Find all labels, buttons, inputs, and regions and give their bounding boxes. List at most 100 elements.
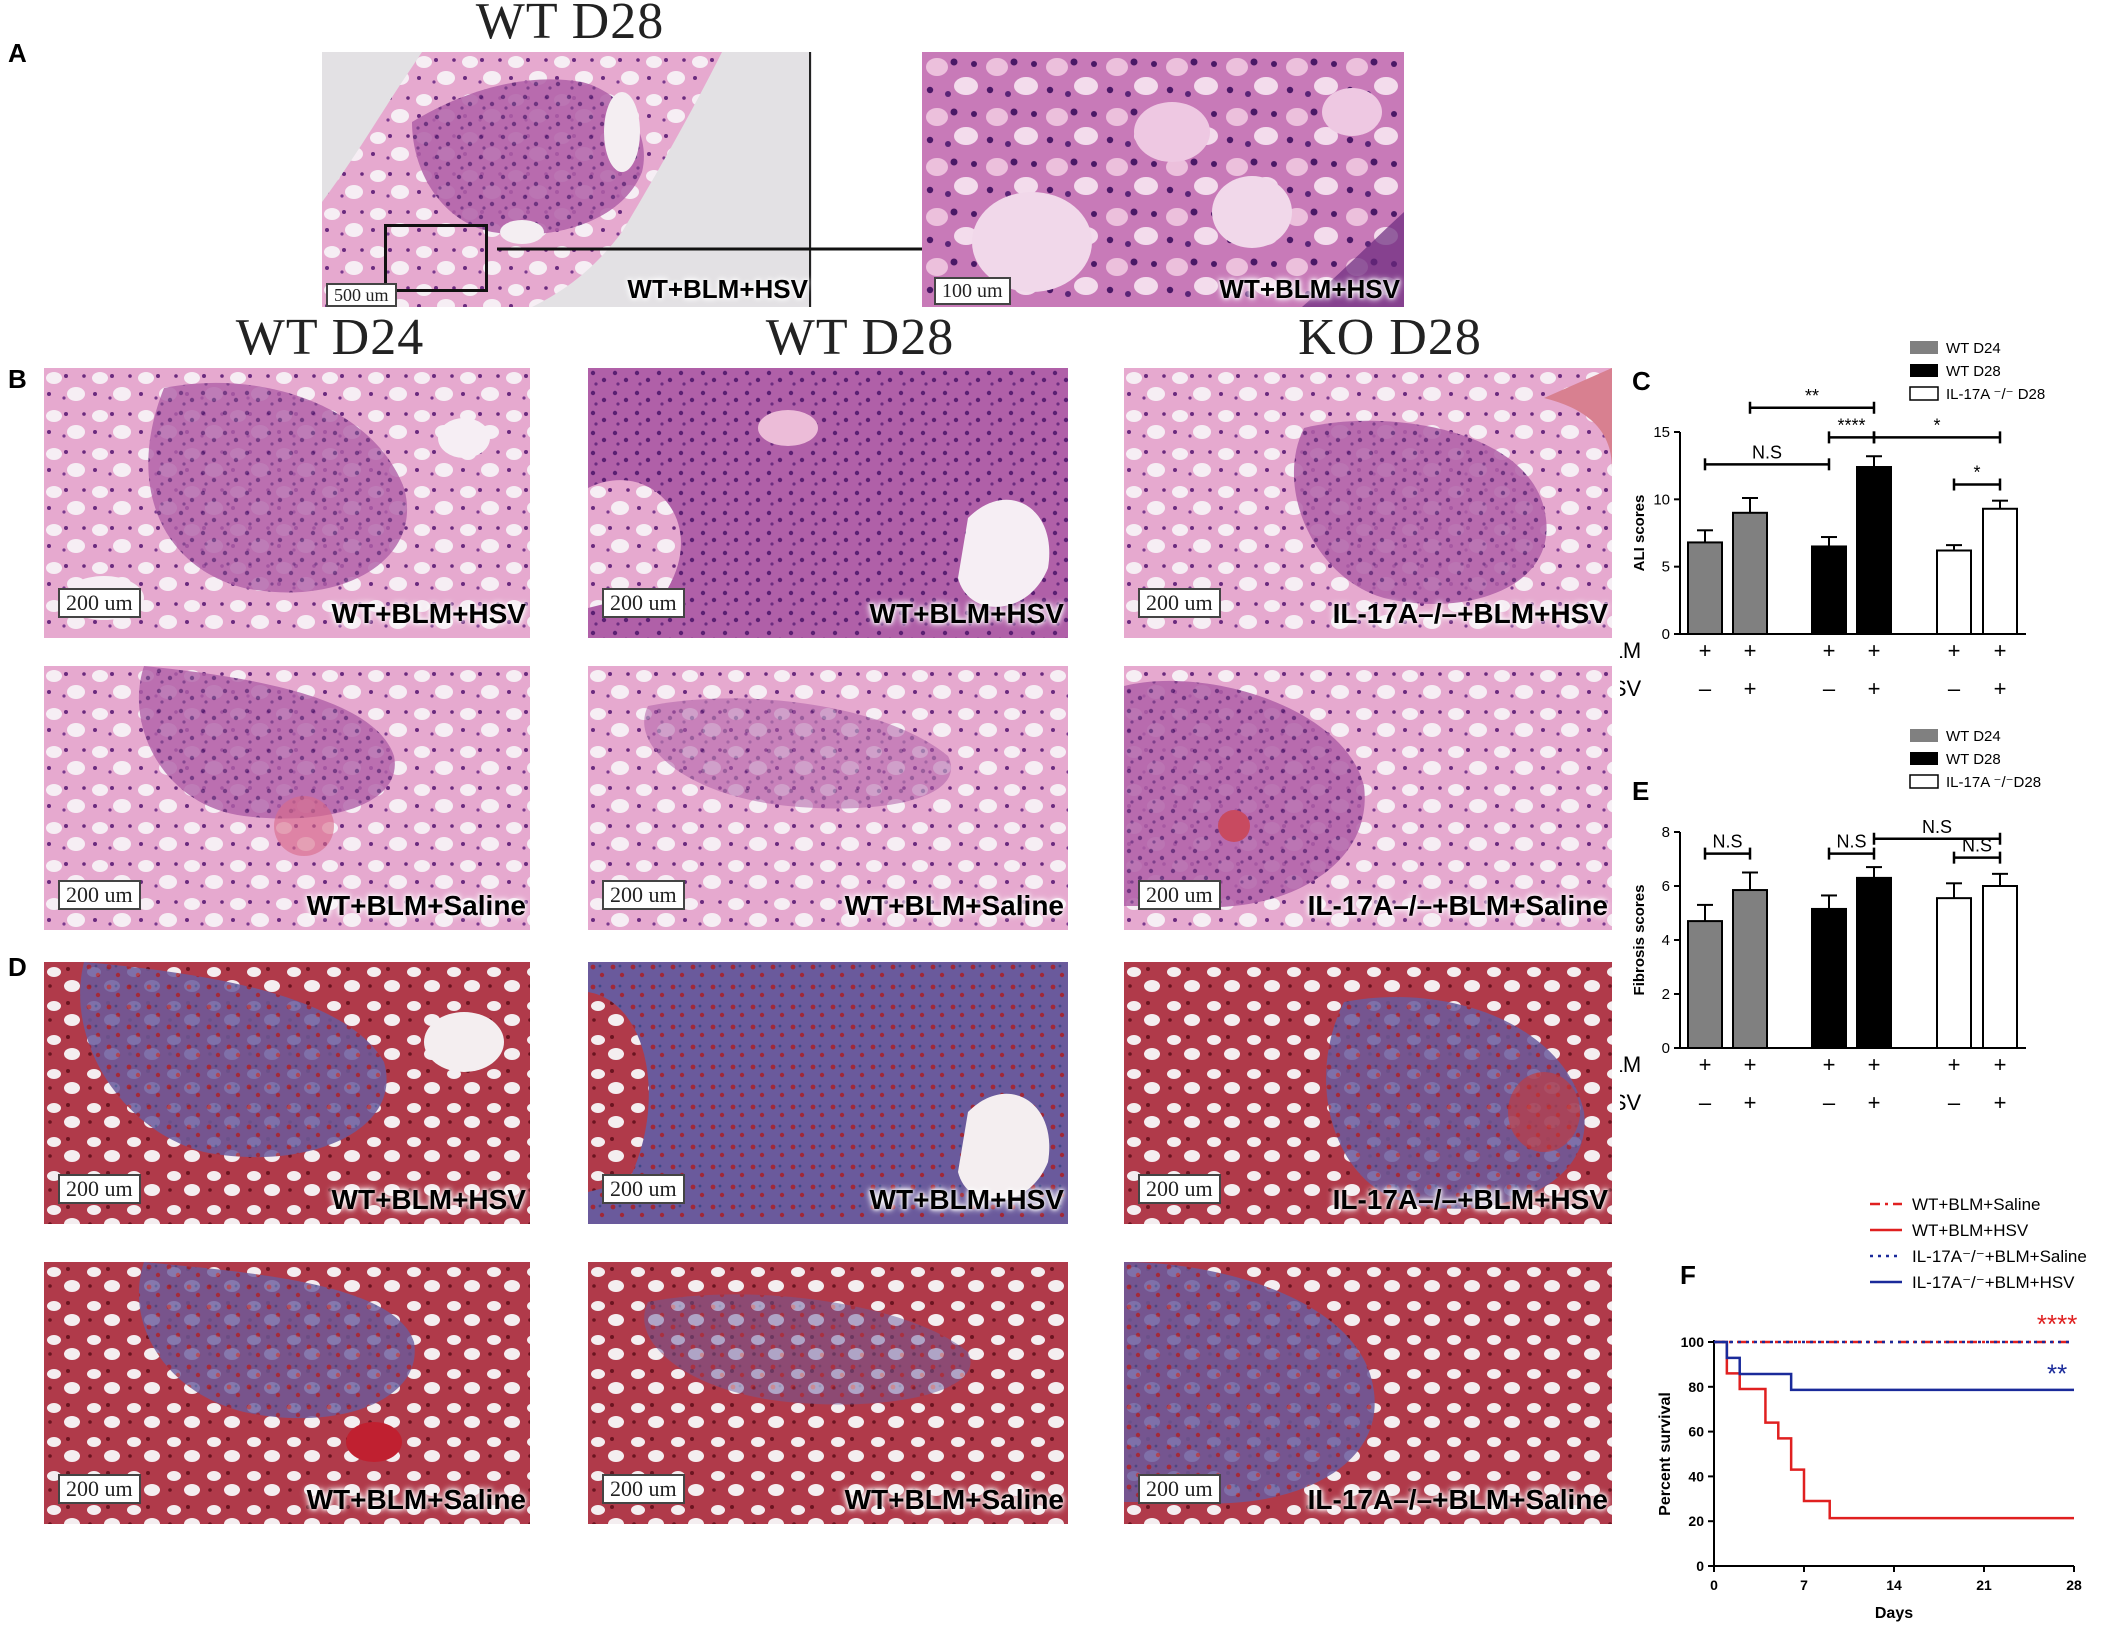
significance-label: N.S — [1836, 832, 1866, 852]
row-label: HSV — [1620, 1090, 1642, 1115]
row-mark: + — [1994, 1052, 2007, 1077]
significance-label: **** — [2036, 1309, 2077, 1339]
y-tick-label: 20 — [1688, 1513, 1704, 1529]
row-mark: + — [1744, 638, 1757, 663]
row-mark: + — [1823, 638, 1836, 663]
panel-letter-f: F — [1680, 1260, 1696, 1290]
y-tick-label: 4 — [1662, 932, 1670, 949]
scale-bar: 200 um — [602, 1174, 685, 1204]
row-mark: + — [1994, 1090, 2007, 1115]
chart-c-ali-scores: WT D24 WT D28 IL-17A ⁻/⁻ D28 0 5 10 15 ALI scor… — [1620, 340, 2045, 701]
row-mark: + — [1948, 638, 1961, 663]
legend-label: WT D28 — [1946, 751, 2001, 768]
row-mark: + — [1744, 1052, 1757, 1077]
bar — [1811, 907, 1847, 1049]
row-mark: + — [1744, 676, 1757, 701]
x-axis-title: Days — [1875, 1605, 1913, 1622]
scale-bar: 500 um — [326, 283, 397, 307]
legend-swatch — [1910, 364, 1938, 377]
x-tick-label: 7 — [1800, 1577, 1808, 1593]
legend-swatch — [1910, 341, 1938, 354]
panel-d-image-wt-d28-saline: 200 um WT+BLM+Saline — [588, 1262, 1068, 1524]
row-mark: + — [1744, 1090, 1757, 1115]
row-mark: + — [1699, 1052, 1712, 1077]
panel-d-image-wt-d24-saline: 200 um WT+BLM+Saline — [44, 1262, 530, 1524]
scale-bar: 200 um — [1138, 880, 1221, 910]
y-tick-label: 40 — [1688, 1468, 1704, 1484]
y-tick-label: 2 — [1662, 986, 1670, 1003]
sample-label: WT+BLM+Saline — [306, 890, 526, 921]
scale-bar: 200 um — [58, 880, 141, 910]
row-mark: + — [1868, 1090, 1881, 1115]
legend-label: IL-17A⁻/⁻+BLM+Saline — [1912, 1247, 2087, 1266]
sample-label: WT+BLM+Saline — [306, 1484, 526, 1515]
y-tick-label: 60 — [1688, 1424, 1704, 1440]
panel-a-overview-image: 500 um WT+BLM+HSV — [322, 52, 812, 307]
column-heading-wt-d24: WT D24 — [235, 309, 425, 366]
row-mark: – — [1823, 1090, 1836, 1115]
legend-swatch — [1910, 729, 1938, 742]
y-tick-label: 15 — [1653, 424, 1670, 441]
y-tick-label: 10 — [1653, 491, 1670, 508]
legend-label: IL-17A⁻/⁻+BLM+HSV — [1912, 1273, 2075, 1292]
legend-swatch — [1909, 774, 1939, 789]
row-mark: – — [1823, 676, 1836, 701]
y-tick-label: 0 — [1662, 626, 1670, 643]
bar — [1687, 541, 1723, 635]
significance-label: N.S — [1752, 442, 1782, 462]
zoom-region-box — [384, 224, 488, 292]
sample-label: WT+BLM+HSV — [627, 274, 808, 304]
panel-b-image-ko-d28-hsv: 200 um IL-17A–/–+BLM+HSV — [1124, 368, 1612, 638]
significance-label: ** — [1805, 386, 1819, 406]
scale-bar: 200 um — [58, 588, 141, 618]
row-label: BLM — [1620, 638, 1641, 663]
panel-d-image-ko-d28-hsv: 200 um IL-17A–/–+BLM+HSV — [1124, 962, 1612, 1224]
row-mark: + — [1868, 1052, 1881, 1077]
panel-letter-e: E — [1632, 776, 1650, 806]
legend-label: IL-17A ⁻/⁻ D28 — [1946, 386, 2045, 403]
sample-label: WT+BLM+HSV — [1219, 274, 1400, 304]
panel-b-image-wt-d24-hsv: 200 um WT+BLM+HSV — [44, 368, 530, 638]
panel-letter-a: A — [8, 38, 27, 68]
row-mark: + — [1823, 1052, 1836, 1077]
legend-label: WT D24 — [1946, 728, 2001, 745]
y-axis-title: Fibrosis scores — [1631, 885, 1648, 996]
column-heading-wt-d28: WT D28 — [765, 309, 955, 366]
row-mark: – — [1699, 1090, 1712, 1115]
row-label: BLM — [1620, 1052, 1641, 1077]
bar — [1856, 466, 1892, 635]
sample-label: WT+BLM+HSV — [869, 1184, 1064, 1215]
legend-swatch — [1910, 752, 1938, 765]
legend-label: WT+BLM+Saline — [1912, 1195, 2041, 1214]
column-heading-ko-d28: KO D28 — [1298, 309, 1482, 366]
x-tick-label: 0 — [1710, 1577, 1718, 1593]
y-tick-label: 8 — [1662, 824, 1670, 841]
bar — [1936, 549, 1972, 635]
bar — [1687, 920, 1723, 1050]
x-tick-label: 28 — [2066, 1577, 2082, 1593]
significance-label: ** — [2046, 1358, 2067, 1388]
legend-label: IL-17A ⁻/⁻D28 — [1946, 774, 2041, 791]
sample-label: WT+BLM+HSV — [331, 1184, 526, 1215]
x-tick-label: 14 — [1886, 1577, 1902, 1593]
scale-bar: 100 um — [934, 277, 1011, 305]
bar — [1811, 545, 1847, 635]
scale-bar: 200 um — [602, 880, 685, 910]
sample-label: WT+BLM+HSV — [869, 598, 1064, 629]
panel-letter-d: D — [8, 952, 27, 982]
sample-label: IL-17A–/–+BLM+HSV — [1332, 598, 1608, 629]
row-label: HSV — [1620, 676, 1642, 701]
panel-b-image-wt-d24-saline: 200 um WT+BLM+Saline — [44, 666, 530, 930]
legend-label: WT D28 — [1946, 363, 2001, 380]
survival-curve — [1714, 1340, 2074, 1520]
y-tick-label: 80 — [1688, 1379, 1704, 1395]
sample-label: WT+BLM+HSV — [331, 598, 526, 629]
panel-b-image-ko-d28-saline: 200 um IL-17A–/–+BLM+Saline — [1124, 666, 1612, 930]
sample-label: WT+BLM+Saline — [844, 890, 1064, 921]
row-mark: + — [1868, 676, 1881, 701]
bar — [1732, 511, 1768, 635]
significance-label: **** — [1837, 415, 1865, 435]
survival-curve — [1714, 1340, 2074, 1392]
scale-bar: 200 um — [1138, 1474, 1221, 1504]
scale-bar: 200 um — [602, 1474, 685, 1504]
